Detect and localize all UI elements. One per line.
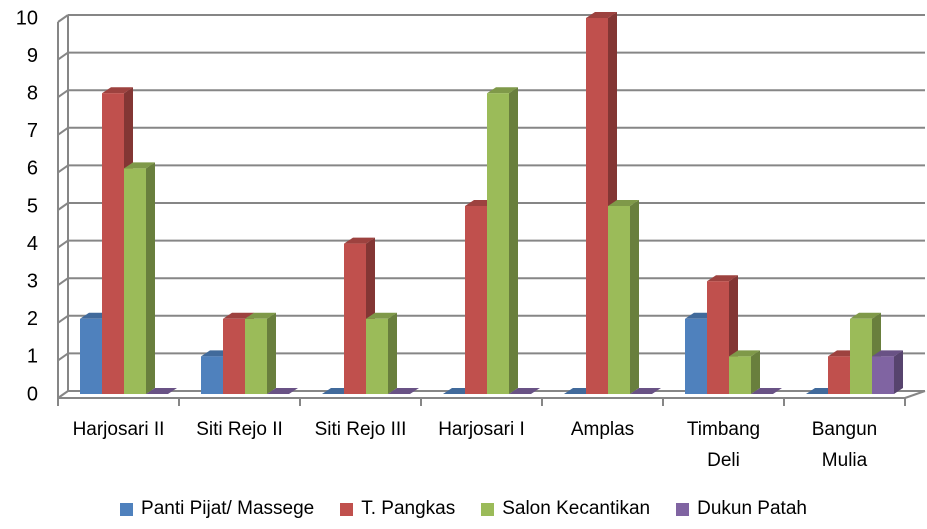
- bar-top: [487, 87, 518, 94]
- legend: Panti Pijat/ Massege T. Pangkas Salon Keca…: [0, 498, 927, 520]
- y-tick-label: 9: [27, 45, 38, 67]
- bar-side: [894, 350, 903, 394]
- grid-depth-line: [57, 277, 69, 287]
- bar-top: [850, 312, 881, 319]
- grid-depth-line: [57, 352, 69, 362]
- bar: [344, 243, 366, 394]
- legend-label: Panti Pijat/ Massege: [141, 498, 315, 519]
- x-tick-label: Siti Rejo II: [196, 419, 283, 440]
- bar: [366, 318, 388, 394]
- bar-top: [124, 162, 155, 169]
- legend-swatch: [120, 502, 134, 516]
- x-tick-label: Siti Rejo III: [314, 419, 407, 440]
- bar-side: [630, 200, 639, 394]
- bar-top: [751, 388, 782, 394]
- bar: [223, 318, 245, 394]
- bar-side: [146, 162, 155, 394]
- bar-side: [267, 312, 276, 394]
- grid-depth-line: [57, 14, 69, 23]
- y-tick-label: 8: [27, 82, 38, 104]
- y-tick-label: 1: [27, 346, 38, 368]
- bar: [487, 93, 509, 394]
- bar: [124, 168, 146, 394]
- bar: [872, 356, 894, 394]
- bar-top: [267, 388, 298, 394]
- grid-depth-line: [57, 126, 69, 136]
- grid-depth-line: [57, 390, 69, 399]
- bar: [586, 18, 608, 394]
- bar-top: [388, 388, 419, 394]
- bar-side: [388, 312, 397, 394]
- y-tick-label: 10: [16, 7, 38, 29]
- bar-side: [751, 350, 760, 394]
- y-tick-label: 6: [27, 158, 38, 180]
- bar-top: [146, 388, 177, 394]
- grid-depth-line: [57, 239, 69, 249]
- y-tick-label: 2: [27, 308, 38, 330]
- bar: [828, 356, 850, 394]
- x-tick-label: Bangun Mulia: [811, 419, 878, 471]
- bar-top: [366, 312, 397, 319]
- legend-label: Dukun Patah: [697, 498, 807, 519]
- chart: 0 1 2 3 4 5 6 7 8 9 10: [16, 7, 926, 406]
- x-tick-label: Amplas: [570, 419, 635, 440]
- bar-top: [344, 237, 375, 244]
- grid-depth-line: [57, 314, 69, 324]
- x-tick-label: Harjosari II: [72, 419, 165, 440]
- bar: [850, 318, 872, 394]
- bar-top: [245, 312, 276, 319]
- y-tick-label: 0: [27, 383, 38, 405]
- legend-item: Panti Pijat/ Massege: [120, 498, 314, 520]
- legend-item: Dukun Patah: [676, 498, 807, 520]
- legend-label: Salon Kecantikan: [502, 498, 651, 519]
- x-tick-label: Harjosari I: [438, 419, 525, 440]
- bar: [707, 281, 729, 394]
- bar: [685, 318, 707, 394]
- bar: [201, 356, 223, 394]
- bar: [608, 206, 630, 394]
- grid-depth-line: [57, 202, 69, 211]
- legend-item: T. Pangkas: [340, 498, 455, 520]
- bar-top: [102, 87, 133, 94]
- y-tick-label: 4: [27, 233, 38, 255]
- floor-right: [904, 390, 926, 399]
- x-tick-label: Timbang Deli: [686, 419, 761, 471]
- bar-top: [729, 350, 760, 357]
- bar: [245, 318, 267, 394]
- bar-top: [630, 388, 661, 394]
- bar-top: [509, 388, 540, 394]
- bar-top: [608, 200, 639, 206]
- y-tick-label: 7: [27, 120, 38, 142]
- bar: [465, 206, 487, 394]
- bar-side: [509, 87, 518, 394]
- legend-swatch: [481, 502, 495, 516]
- bar: [102, 93, 124, 394]
- y-tick-label: 5: [27, 195, 38, 217]
- legend-swatch: [340, 502, 354, 516]
- grid-depth-line: [57, 89, 69, 99]
- bar: [729, 356, 751, 394]
- bar-top: [872, 350, 903, 357]
- bar-top: [707, 275, 738, 282]
- legend-label: T. Pangkas: [361, 498, 456, 519]
- legend-item: Salon Kecantikan: [481, 498, 650, 520]
- grid-depth-line: [57, 164, 69, 174]
- bar: [80, 318, 102, 394]
- bar-top: [223, 312, 254, 319]
- legend-swatch: [676, 502, 690, 516]
- y-tick-label: 3: [27, 270, 38, 292]
- grid-depth-line: [57, 51, 69, 61]
- bar-top: [586, 12, 617, 18]
